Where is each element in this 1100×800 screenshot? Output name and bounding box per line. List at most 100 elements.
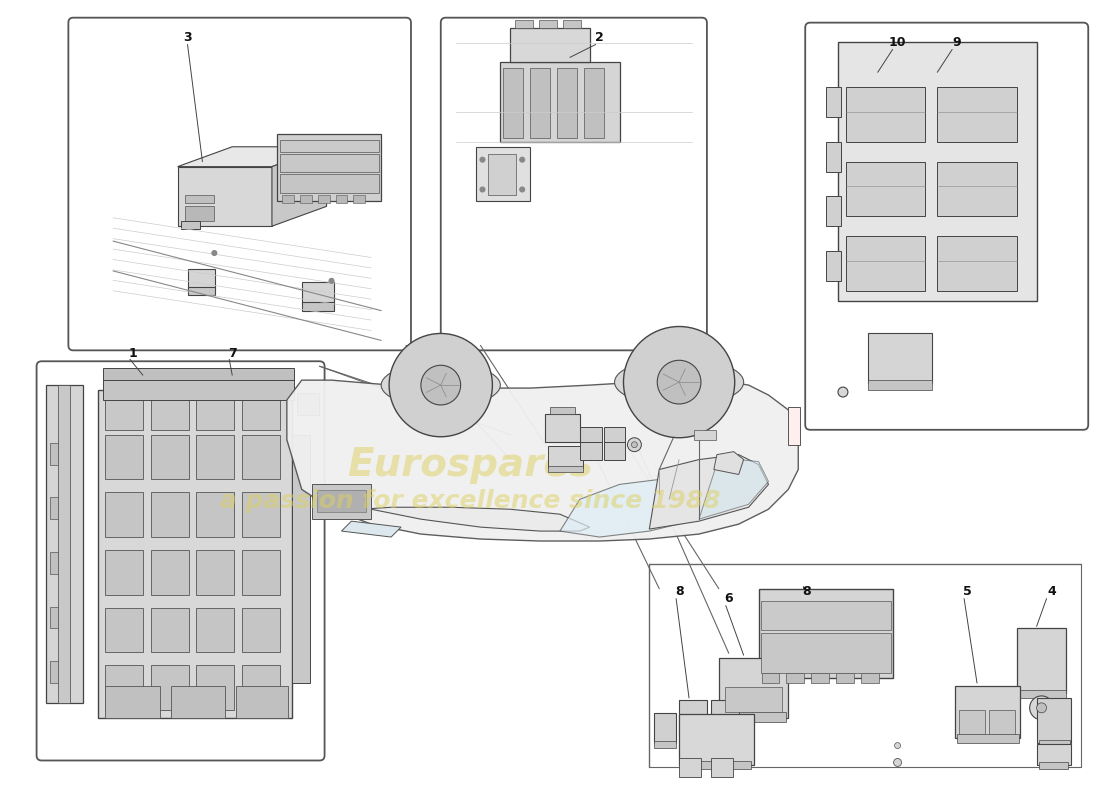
Bar bbox=[242, 400, 279, 430]
Bar bbox=[711, 700, 739, 736]
Circle shape bbox=[894, 742, 901, 749]
Bar bbox=[50, 606, 62, 629]
Bar bbox=[301, 282, 333, 304]
Text: 9: 9 bbox=[953, 36, 961, 49]
Bar bbox=[103, 368, 294, 380]
Bar bbox=[861, 673, 879, 683]
Circle shape bbox=[519, 157, 525, 162]
Circle shape bbox=[631, 442, 637, 448]
Bar bbox=[317, 490, 366, 512]
Bar bbox=[197, 607, 234, 652]
Bar bbox=[180, 222, 200, 229]
Bar bbox=[989, 710, 1014, 734]
Bar bbox=[604, 427, 626, 442]
Circle shape bbox=[893, 758, 902, 766]
Circle shape bbox=[624, 326, 735, 438]
Bar bbox=[500, 62, 619, 142]
Bar bbox=[539, 20, 557, 28]
Ellipse shape bbox=[382, 362, 500, 407]
FancyBboxPatch shape bbox=[68, 18, 411, 350]
Bar bbox=[353, 195, 365, 203]
Bar bbox=[50, 442, 62, 465]
Circle shape bbox=[519, 187, 525, 192]
Bar bbox=[826, 142, 842, 171]
Bar bbox=[299, 195, 311, 203]
Bar bbox=[937, 162, 1016, 216]
Bar bbox=[563, 20, 581, 28]
Bar bbox=[937, 236, 1016, 290]
FancyBboxPatch shape bbox=[441, 18, 707, 350]
Bar bbox=[197, 492, 234, 537]
Circle shape bbox=[1030, 696, 1054, 720]
Bar bbox=[826, 197, 842, 226]
Bar bbox=[557, 68, 576, 138]
Text: 8: 8 bbox=[802, 585, 811, 598]
Bar bbox=[718, 658, 789, 718]
Bar bbox=[548, 446, 583, 467]
Bar bbox=[151, 400, 188, 430]
Polygon shape bbox=[714, 452, 744, 474]
Bar bbox=[846, 162, 925, 216]
Bar bbox=[1016, 690, 1066, 698]
Bar bbox=[242, 665, 279, 710]
Bar bbox=[197, 434, 234, 479]
Text: 2: 2 bbox=[595, 31, 604, 44]
Bar bbox=[187, 286, 216, 294]
Bar bbox=[292, 434, 310, 683]
Bar bbox=[106, 434, 143, 479]
Bar bbox=[50, 661, 62, 683]
Circle shape bbox=[389, 334, 493, 437]
Bar bbox=[197, 665, 234, 710]
Bar bbox=[106, 492, 143, 537]
Bar bbox=[836, 673, 854, 683]
Bar bbox=[654, 741, 676, 747]
Circle shape bbox=[421, 366, 461, 405]
Bar bbox=[654, 713, 676, 742]
Bar bbox=[106, 665, 143, 710]
Bar bbox=[279, 140, 379, 152]
Bar bbox=[584, 68, 604, 138]
Bar bbox=[679, 758, 701, 778]
Polygon shape bbox=[649, 454, 769, 529]
Bar bbox=[318, 195, 330, 203]
Bar bbox=[694, 430, 716, 440]
Bar bbox=[170, 686, 226, 718]
Bar bbox=[106, 400, 143, 430]
Bar bbox=[103, 378, 294, 400]
Bar bbox=[98, 390, 292, 718]
FancyBboxPatch shape bbox=[36, 362, 324, 761]
Bar bbox=[544, 414, 580, 442]
Polygon shape bbox=[272, 146, 327, 226]
Text: 6: 6 bbox=[725, 592, 733, 605]
Bar bbox=[1016, 629, 1066, 693]
Bar bbox=[826, 251, 842, 281]
Bar bbox=[242, 550, 279, 594]
Bar bbox=[604, 442, 626, 459]
Bar bbox=[45, 385, 84, 703]
Text: 7: 7 bbox=[228, 347, 236, 360]
Bar bbox=[151, 492, 188, 537]
Bar bbox=[151, 607, 188, 652]
Bar bbox=[236, 686, 288, 718]
Bar bbox=[277, 134, 382, 202]
FancyBboxPatch shape bbox=[805, 22, 1088, 430]
Polygon shape bbox=[287, 380, 799, 541]
Bar bbox=[846, 87, 925, 142]
Bar bbox=[711, 733, 739, 740]
Bar bbox=[197, 400, 234, 430]
Circle shape bbox=[480, 187, 485, 192]
Bar bbox=[580, 442, 602, 459]
Ellipse shape bbox=[615, 358, 744, 406]
Bar bbox=[679, 700, 707, 736]
Bar bbox=[789, 407, 800, 445]
Circle shape bbox=[480, 157, 485, 162]
Bar bbox=[760, 634, 891, 673]
Bar bbox=[106, 686, 160, 718]
Bar bbox=[838, 42, 1036, 301]
Bar bbox=[242, 434, 279, 479]
Bar bbox=[311, 485, 372, 519]
Bar bbox=[725, 687, 782, 712]
Circle shape bbox=[627, 438, 641, 452]
Bar bbox=[868, 380, 933, 390]
Text: a passion for excellence since 1988: a passion for excellence since 1988 bbox=[220, 490, 720, 514]
